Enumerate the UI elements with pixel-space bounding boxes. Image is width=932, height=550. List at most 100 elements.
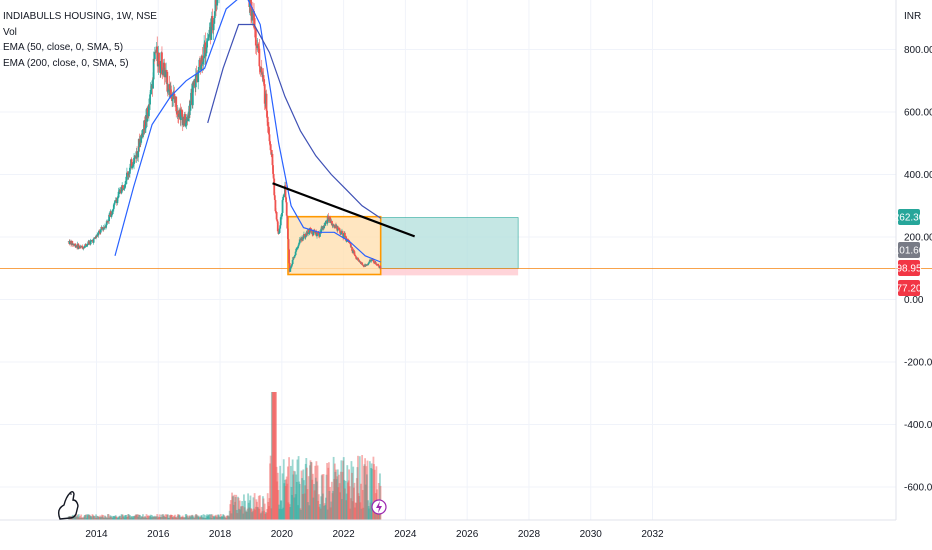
volume-bar bbox=[368, 461, 371, 520]
candle-body bbox=[93, 237, 96, 239]
candle-body bbox=[149, 94, 151, 105]
candle-body bbox=[103, 227, 106, 229]
candle-body bbox=[345, 241, 348, 242]
candle-body bbox=[163, 62, 166, 77]
volume-bar bbox=[345, 493, 348, 520]
candle-body bbox=[278, 228, 281, 233]
candle-body bbox=[81, 246, 84, 248]
volume-bar bbox=[326, 509, 329, 520]
candle-body bbox=[117, 197, 119, 199]
candle-body bbox=[349, 242, 352, 245]
volume-bar bbox=[164, 514, 167, 520]
candle-body bbox=[376, 264, 378, 266]
volume-bar bbox=[307, 476, 310, 520]
volume-bar bbox=[112, 516, 115, 520]
volume-bar bbox=[101, 514, 103, 520]
candle-body bbox=[89, 240, 92, 245]
trendline-drawing[interactable] bbox=[272, 182, 416, 238]
volume-bar bbox=[86, 515, 89, 520]
volume-bar bbox=[139, 515, 141, 520]
volume-bar bbox=[120, 517, 122, 520]
price-tick-label: 400.00 bbox=[904, 170, 932, 181]
symbol-title[interactable]: INDIABULLS HOUSING, 1W, NSE bbox=[3, 11, 157, 22]
volume-bar bbox=[229, 504, 232, 520]
candle-body bbox=[363, 266, 365, 267]
candle-body bbox=[294, 255, 296, 257]
volume-bar bbox=[84, 515, 87, 520]
candle-body bbox=[205, 53, 207, 57]
long-position-tool[interactable] bbox=[0, 217, 932, 276]
volume-bar bbox=[352, 487, 355, 520]
volume-bar bbox=[282, 507, 285, 520]
volume-bar bbox=[219, 516, 222, 520]
price-axis[interactable]: 800.00 600.00 400.00 200.00 0.00 -200.00 -400.… bbox=[895, 0, 932, 520]
candle-body bbox=[113, 202, 116, 205]
volume-bar bbox=[115, 516, 118, 520]
volume-bar bbox=[322, 474, 325, 520]
candle-body bbox=[261, 72, 264, 78]
volume-bar bbox=[298, 483, 301, 520]
volume-bar bbox=[260, 512, 263, 520]
volume-bar bbox=[341, 471, 344, 520]
volume-bar bbox=[290, 486, 293, 520]
candle-body bbox=[349, 244, 352, 248]
volume-label[interactable]: Vol bbox=[3, 26, 17, 38]
volume-bar bbox=[306, 489, 309, 520]
stop-zone[interactable] bbox=[380, 268, 519, 276]
volume-bar bbox=[362, 507, 365, 520]
candle-body bbox=[352, 250, 355, 253]
volume-bar bbox=[365, 474, 368, 520]
candle-body bbox=[86, 244, 89, 245]
candle-body bbox=[125, 179, 128, 181]
volume-bar bbox=[142, 517, 145, 520]
volume-bar bbox=[113, 516, 116, 520]
candle-body bbox=[257, 46, 260, 49]
volume-bar bbox=[259, 513, 262, 520]
volume-bar bbox=[207, 515, 210, 520]
time-axis[interactable]: 2014 2016 2018 2020 2022 2024 2026 2028 2030 2032 bbox=[0, 519, 896, 540]
resistance-trendline[interactable] bbox=[272, 182, 416, 238]
volume-bar bbox=[345, 500, 348, 520]
candle-body bbox=[307, 229, 310, 233]
volume-bar bbox=[249, 495, 252, 520]
candle-body bbox=[359, 261, 362, 263]
price-tick-label: -600.00 bbox=[904, 483, 932, 494]
volume-bar bbox=[295, 481, 298, 520]
volume-bar bbox=[215, 516, 218, 520]
target-zone[interactable] bbox=[380, 217, 519, 269]
candle-body bbox=[282, 196, 285, 201]
volume-bar bbox=[242, 513, 245, 520]
volume-bar bbox=[288, 457, 290, 520]
volume-bar bbox=[169, 515, 172, 520]
candle-body bbox=[281, 212, 283, 217]
volume-bar bbox=[369, 502, 372, 520]
price-tick-label: -400.00 bbox=[904, 420, 932, 431]
candle-body bbox=[336, 228, 339, 231]
volume-bar bbox=[115, 516, 118, 520]
price-tag-bg bbox=[898, 242, 920, 258]
volume-bar bbox=[80, 517, 83, 520]
volume-bar bbox=[221, 516, 224, 520]
volume-bar bbox=[229, 500, 232, 520]
lightning-icon[interactable] bbox=[371, 499, 387, 515]
candle-body bbox=[211, 16, 214, 28]
candle-body bbox=[111, 209, 114, 215]
tradingview-dino-logo[interactable] bbox=[57, 491, 79, 520]
volume-bar bbox=[247, 502, 250, 520]
candle-body bbox=[135, 151, 138, 159]
ema50-label[interactable]: EMA (50, close, 0, SMA, 5) bbox=[3, 42, 124, 53]
volume-bar bbox=[134, 515, 137, 520]
candle-body bbox=[373, 260, 375, 263]
volume-bar bbox=[191, 514, 194, 520]
candle-body bbox=[275, 211, 277, 213]
candle-body bbox=[194, 74, 197, 88]
candle-body bbox=[137, 151, 140, 158]
volume-bar bbox=[243, 494, 245, 520]
candle-body bbox=[167, 89, 170, 91]
volume-bar bbox=[253, 493, 256, 520]
candle-body bbox=[270, 149, 273, 155]
candle-body bbox=[150, 86, 153, 91]
ema200-label[interactable]: EMA (200, close, 0, SMA, 5) bbox=[3, 57, 129, 69]
candle-body bbox=[189, 103, 192, 111]
